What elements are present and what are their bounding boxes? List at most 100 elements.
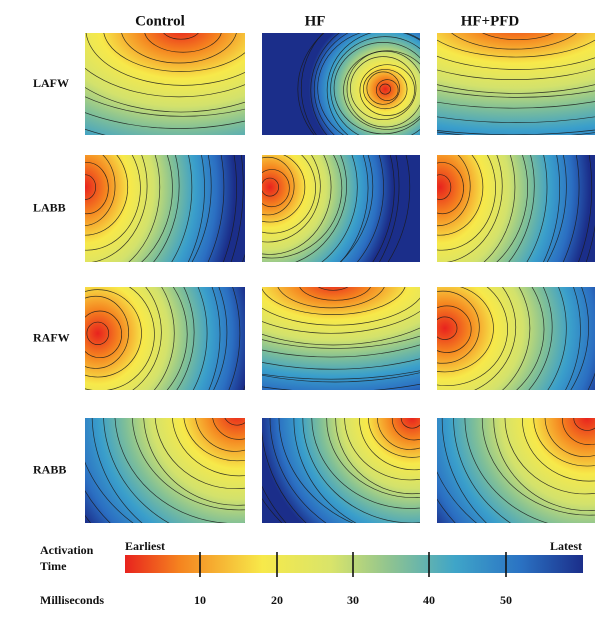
isochrone <box>187 155 205 262</box>
isochrone <box>437 290 480 364</box>
isochrone <box>504 418 595 495</box>
activation-map <box>437 418 595 523</box>
isochrone <box>262 372 420 383</box>
isochrone <box>496 155 528 262</box>
map-background <box>85 418 245 523</box>
isochrone <box>262 155 316 234</box>
map-background <box>85 287 245 390</box>
activation-map <box>437 155 595 262</box>
isochrone <box>153 287 175 390</box>
isochrone <box>437 155 484 236</box>
column-header: HF+PFD <box>461 13 520 29</box>
row-label: LAFW <box>33 76 69 90</box>
isochrone <box>131 418 245 511</box>
labels: Control HF HF+PFD LAFW LABB RAFW RABB <box>33 13 519 476</box>
isochrone <box>262 155 332 255</box>
isochrone <box>172 418 245 477</box>
isochrone <box>262 156 295 216</box>
isochrone <box>85 310 123 359</box>
isochrone <box>262 155 306 223</box>
isochrone <box>437 155 471 227</box>
isochrone <box>207 155 225 262</box>
isochrone <box>542 155 561 262</box>
isochrone <box>516 287 545 390</box>
colorbar-title: Activation <box>40 543 94 557</box>
isochrone <box>340 155 369 262</box>
activation-map <box>437 287 595 390</box>
isochrone <box>368 418 420 458</box>
isochrone <box>437 129 595 135</box>
isochrone <box>311 418 420 509</box>
isochrone <box>339 155 374 262</box>
isochrone <box>302 418 420 523</box>
isochrone <box>321 155 358 262</box>
isochrone <box>437 55 595 70</box>
isochrone <box>230 155 244 262</box>
isochrone <box>171 155 193 262</box>
isochrone <box>441 418 487 523</box>
colorbar-tick-label: 20 <box>271 593 283 607</box>
isochrone <box>176 287 195 390</box>
isochrone <box>437 39 595 58</box>
isochrone <box>344 418 420 481</box>
isochrone <box>277 287 385 309</box>
isochrone <box>375 79 399 101</box>
activation-map <box>85 287 245 390</box>
isochrone <box>451 33 577 50</box>
isochrone <box>262 335 420 349</box>
isochrone <box>437 68 595 80</box>
isochrone <box>262 327 420 346</box>
isochrone <box>143 418 245 506</box>
isochrone <box>317 33 420 135</box>
activation-map <box>262 287 420 390</box>
isochrone <box>372 155 395 262</box>
isochrone <box>103 33 245 72</box>
isochrone <box>153 155 180 262</box>
isochrone <box>359 418 420 471</box>
colorbar-unit: Milliseconds <box>40 593 104 607</box>
isochrone <box>528 287 553 390</box>
isochrone <box>376 418 420 450</box>
activation-map <box>85 155 245 262</box>
isochrone <box>85 287 155 390</box>
isochrone <box>262 370 420 380</box>
isochrone <box>300 33 324 135</box>
isochrone <box>295 155 347 262</box>
isochrone <box>437 287 494 373</box>
isochrone <box>578 155 593 262</box>
isochrone <box>262 297 420 326</box>
isochrone <box>85 155 129 236</box>
activation-map <box>85 418 245 523</box>
isochrone <box>508 155 535 262</box>
isochrone <box>224 418 245 426</box>
isochrone <box>437 174 452 200</box>
activation-map <box>85 33 245 135</box>
isochrone <box>437 84 595 94</box>
isochrone <box>544 418 595 458</box>
isochrone <box>474 287 517 390</box>
isochrone <box>85 155 116 227</box>
map-background <box>437 33 595 135</box>
isochrone <box>481 418 595 516</box>
isochrone <box>326 418 420 499</box>
colorbar-end-label: Latest <box>550 539 582 553</box>
isochrone <box>85 33 245 86</box>
isochrone <box>297 33 325 135</box>
isochrone <box>437 316 458 340</box>
isochrone <box>262 155 321 243</box>
isochrone <box>85 87 245 113</box>
map-background <box>437 287 595 390</box>
isochrone <box>379 83 392 95</box>
isochrone <box>128 155 161 262</box>
column-header: HF <box>305 13 326 29</box>
map-background <box>437 418 595 523</box>
isochrone <box>183 418 245 462</box>
isochrone <box>132 287 162 390</box>
isochrone <box>482 33 554 41</box>
isochrone <box>86 321 110 345</box>
isochrone <box>437 101 595 109</box>
isochrone <box>144 33 222 53</box>
isochrone <box>195 418 245 452</box>
isochrone <box>85 155 141 251</box>
